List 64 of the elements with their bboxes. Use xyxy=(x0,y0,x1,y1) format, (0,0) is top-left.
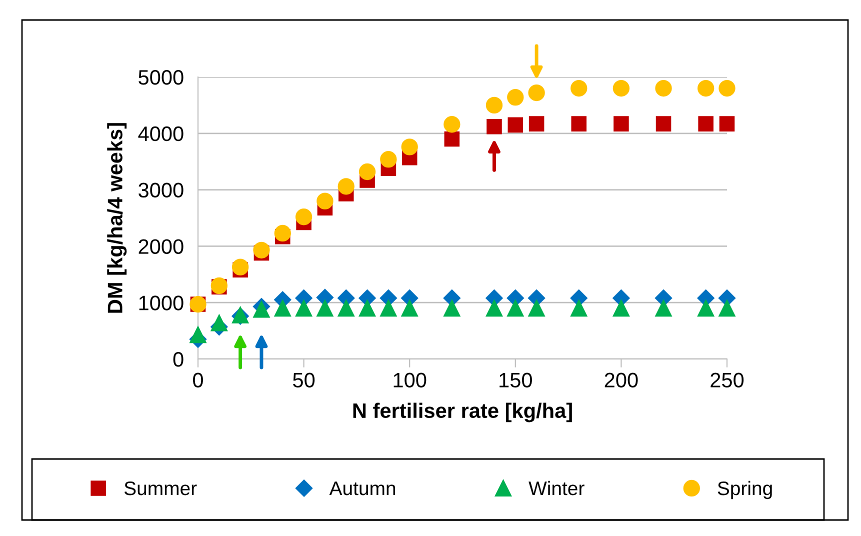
y-tick-label: 1000 xyxy=(139,296,184,310)
point xyxy=(401,300,418,317)
point xyxy=(486,96,503,114)
point xyxy=(274,300,291,317)
y-tick-label: 3000 xyxy=(138,182,184,198)
x-tick-label: 150 xyxy=(500,372,532,388)
point xyxy=(358,300,376,317)
point xyxy=(570,80,588,97)
x-tick-label: 250 xyxy=(710,372,744,388)
point xyxy=(274,224,291,242)
point xyxy=(718,80,736,97)
point xyxy=(444,131,460,147)
point xyxy=(380,300,397,317)
point xyxy=(444,300,460,317)
x-tick-label: 0 xyxy=(193,372,203,388)
x-tick-label: 50 xyxy=(293,372,315,388)
x-tick-label: 100 xyxy=(394,372,426,388)
y-tick-label: 0 xyxy=(173,352,184,367)
point xyxy=(698,80,714,97)
point xyxy=(232,258,249,276)
point xyxy=(486,300,503,317)
legend-label: Spring xyxy=(718,480,772,500)
point xyxy=(316,192,334,210)
point xyxy=(210,314,228,332)
point xyxy=(570,300,588,317)
y-tick-label: 4000 xyxy=(138,126,184,142)
point xyxy=(719,116,735,132)
point xyxy=(612,80,630,97)
point xyxy=(253,242,270,258)
point xyxy=(718,300,736,317)
point xyxy=(338,300,354,317)
point xyxy=(612,300,630,317)
point xyxy=(571,116,587,132)
y-axis-title: DM [kg/ha/4 weeks] xyxy=(107,123,127,313)
legend-label: Summer xyxy=(124,481,197,496)
point xyxy=(655,300,672,317)
x-tick-label: 200 xyxy=(604,372,638,388)
point xyxy=(380,151,397,168)
legend-label: Autumn xyxy=(329,482,396,496)
legend-label: Winter xyxy=(528,480,584,496)
point xyxy=(656,116,672,132)
point xyxy=(655,80,672,97)
point xyxy=(528,300,545,317)
point xyxy=(614,116,629,132)
point xyxy=(507,88,524,106)
x-axis-title: N fertiliser rate [kg/ha] xyxy=(353,402,572,422)
point xyxy=(401,138,418,156)
point xyxy=(190,326,206,344)
point xyxy=(316,300,334,317)
point xyxy=(295,300,312,317)
point xyxy=(486,118,502,134)
y-tick-label: 2000 xyxy=(138,239,184,254)
y-tick-label: 5000 xyxy=(138,70,184,85)
point xyxy=(528,84,545,102)
point xyxy=(253,301,270,318)
point xyxy=(507,300,524,317)
point xyxy=(295,208,312,226)
point xyxy=(358,163,376,180)
point xyxy=(338,178,354,195)
point xyxy=(698,300,714,317)
point xyxy=(444,116,460,133)
point xyxy=(508,117,524,133)
point xyxy=(698,116,714,132)
point xyxy=(528,116,544,132)
